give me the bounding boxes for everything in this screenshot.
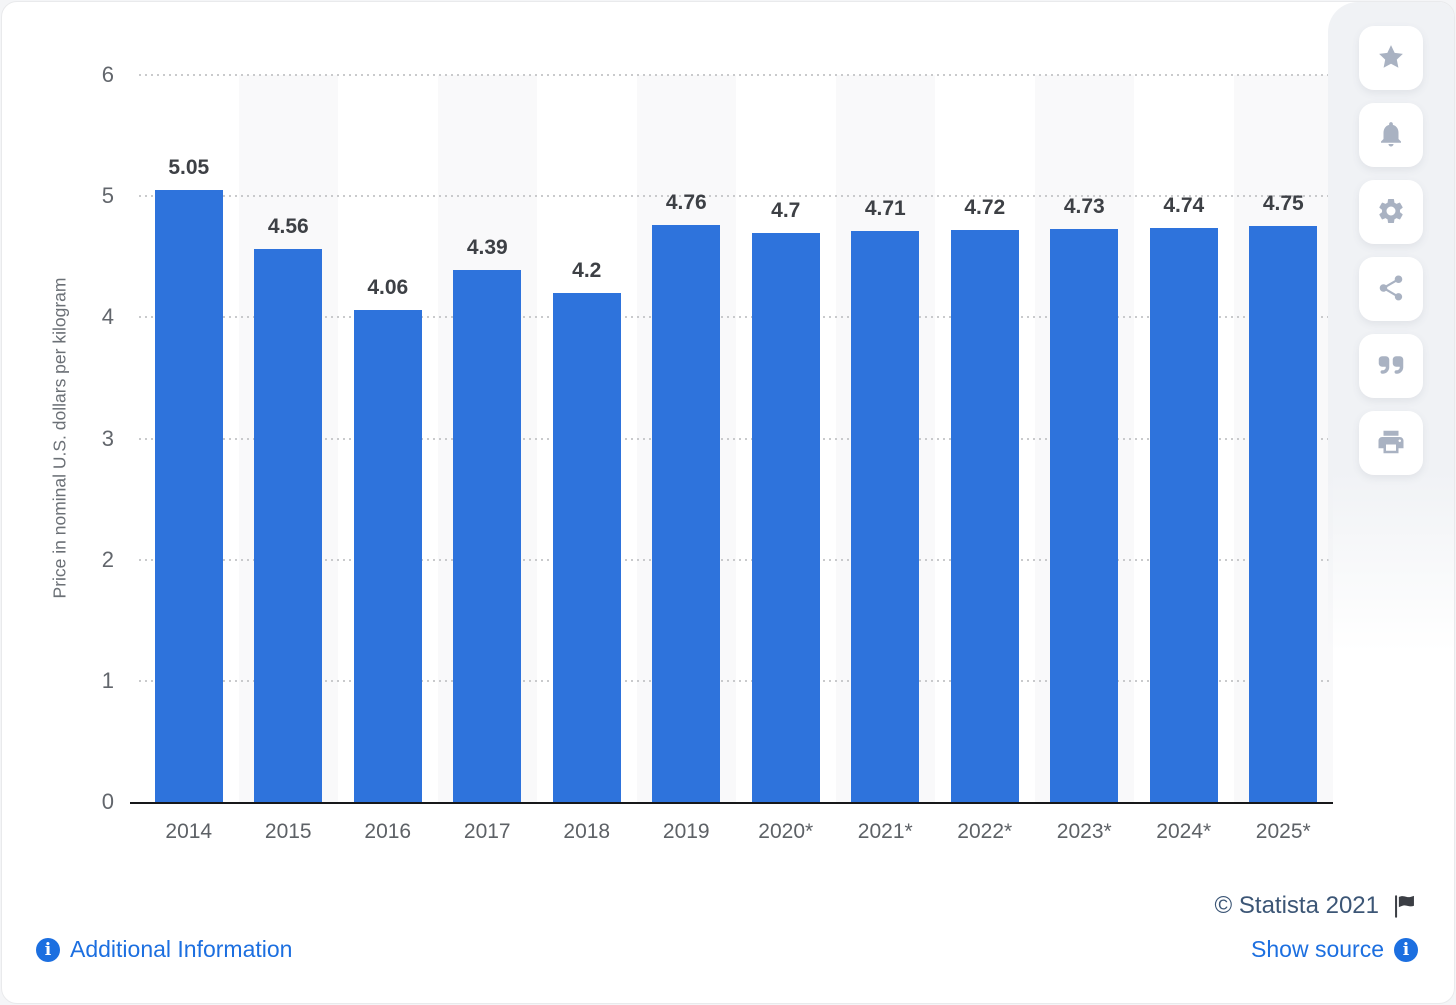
bar-value-label: 4.72 <box>964 196 1006 220</box>
bar-value-label: 4.75 <box>1262 192 1304 216</box>
quote-icon <box>1377 351 1405 382</box>
x-tick-label: 2019 <box>662 820 710 843</box>
gear-icon <box>1376 196 1406 229</box>
x-tick-label: 2024* <box>1156 820 1212 843</box>
bar-2023*[interactable] <box>1050 228 1119 802</box>
x-tick-label: 2016 <box>364 820 412 843</box>
additional-information-link[interactable]: i Additional Information <box>36 936 292 963</box>
show-source-link[interactable]: Show source i <box>1251 936 1418 963</box>
info-icon: i <box>1394 937 1418 962</box>
bar-value-label: 4.06 <box>367 276 409 300</box>
y-tick-label: 3 <box>101 425 114 451</box>
gridline-y-2 <box>139 558 1333 561</box>
y-tick-label: 0 <box>101 789 114 814</box>
bar-value-label: 4.73 <box>1063 194 1105 218</box>
x-tick-label: 2020* <box>758 820 814 843</box>
settings-button[interactable] <box>1359 180 1423 244</box>
x-tick-label: 2017 <box>463 820 511 843</box>
bar-2015[interactable] <box>254 249 323 802</box>
bell-icon <box>1376 119 1406 152</box>
bar-chart-plot-area: 0 1 2 3 4 5 6 5.05 2014 4.56 2015 4.06 2016 4.39 2017 4… <box>102 62 1333 843</box>
x-tick-label: 2021* <box>857 820 913 843</box>
gridline-y-6 <box>139 74 1333 76</box>
share-icon <box>1376 273 1406 306</box>
bar-2021*[interactable] <box>851 231 920 802</box>
favorite-button[interactable] <box>1359 26 1423 90</box>
bar-2025*[interactable] <box>1249 226 1318 802</box>
y-tick-label: 1 <box>101 667 114 693</box>
alerts-button[interactable] <box>1359 103 1423 167</box>
print-icon <box>1376 427 1406 460</box>
gridline-y-3 <box>139 437 1333 440</box>
x-tick-label: 2022* <box>957 820 1013 843</box>
bar-2024*[interactable] <box>1149 227 1218 802</box>
share-button[interactable] <box>1359 257 1423 321</box>
bar-value-label: 4.7 <box>771 198 801 222</box>
gridline-y-4 <box>139 316 1333 319</box>
bar-2017[interactable] <box>453 270 522 802</box>
x-tick-label: 2025* <box>1255 820 1311 843</box>
x-axis-line <box>130 802 1333 804</box>
flag-icon[interactable] <box>1391 893 1418 920</box>
bar-2014[interactable] <box>154 190 223 802</box>
gridline-y-5 <box>139 195 1333 198</box>
y-tick-label: 5 <box>101 183 114 209</box>
bar-value-label: 4.71 <box>864 197 906 221</box>
bar-value-label: 4.76 <box>665 191 707 215</box>
x-tick-label: 2014 <box>165 820 213 843</box>
toolbar-sidebar <box>1328 2 1454 652</box>
bar-value-label: 4.56 <box>267 215 309 239</box>
x-tick-label: 2023* <box>1056 820 1112 843</box>
x-tick-label: 2018 <box>563 820 611 843</box>
bar-2018[interactable] <box>552 293 621 802</box>
star-icon <box>1376 42 1406 75</box>
y-tick-label: 4 <box>101 304 114 330</box>
print-button[interactable] <box>1359 411 1423 475</box>
copyright-notice: © Statista 2021 <box>1215 892 1418 920</box>
cite-button[interactable] <box>1359 334 1423 398</box>
y-tick-label: 6 <box>101 62 114 87</box>
bar-value-label: 4.74 <box>1163 193 1205 217</box>
y-tick-label: 2 <box>101 546 114 572</box>
show-source-label: Show source <box>1251 936 1384 962</box>
info-icon: i <box>36 937 60 962</box>
gridline-y-1 <box>139 679 1333 682</box>
bar-2020*[interactable] <box>751 232 820 802</box>
bar-2019[interactable] <box>652 225 721 802</box>
bar-value-label: 4.39 <box>466 236 508 260</box>
bar-value-label: 4.2 <box>572 259 602 283</box>
copyright-text: © Statista 2021 <box>1214 892 1379 919</box>
x-tick-label: 2015 <box>264 820 312 843</box>
bar-2022*[interactable] <box>950 230 1019 802</box>
bar-2016[interactable] <box>353 310 422 802</box>
bar-value-label: 5.05 <box>168 156 210 180</box>
additional-information-label: Additional Information <box>70 936 293 962</box>
